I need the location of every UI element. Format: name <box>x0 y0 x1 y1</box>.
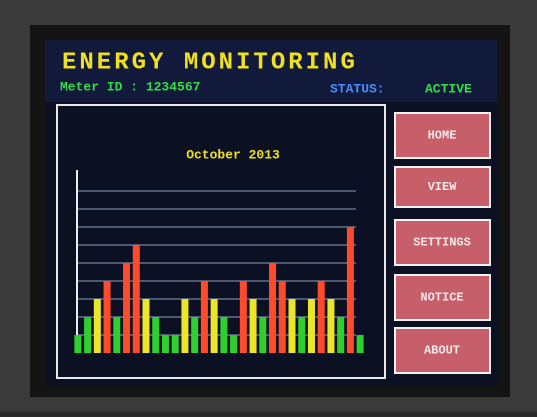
app-title: ENERGY MONITORING <box>62 49 358 76</box>
bar <box>84 317 91 353</box>
nav-button-label[interactable]: HOME <box>428 129 457 143</box>
bar <box>279 281 286 353</box>
bar <box>250 299 257 353</box>
bar <box>298 317 305 353</box>
bar <box>269 263 276 353</box>
bar <box>211 299 218 353</box>
nav-button-label[interactable]: NOTICE <box>420 291 463 305</box>
bar <box>220 317 227 353</box>
bar <box>143 299 150 353</box>
chart-title: October 2013 <box>186 147 280 162</box>
bar <box>318 281 325 353</box>
nav-button-label[interactable]: ABOUT <box>424 344 460 358</box>
bar <box>337 317 344 353</box>
status-value: ACTIVE <box>425 81 472 96</box>
bar <box>327 299 334 353</box>
bar <box>74 335 81 353</box>
bar <box>172 335 179 353</box>
bar <box>104 281 111 353</box>
bar <box>191 317 198 353</box>
bar <box>162 335 169 353</box>
bar <box>123 263 130 353</box>
bar <box>357 335 364 353</box>
page: {"header": {"title": "ENERGY MONITORING"… <box>0 0 537 412</box>
bar <box>230 335 237 353</box>
bar <box>308 299 315 353</box>
bar <box>152 317 159 353</box>
bar <box>347 227 354 353</box>
bar <box>259 317 266 353</box>
bar <box>181 299 188 353</box>
bar <box>113 317 120 353</box>
meter-id: Meter ID : 1234567 <box>60 79 200 94</box>
bar <box>94 299 101 353</box>
bar <box>133 245 140 353</box>
bar <box>201 281 208 353</box>
nav-button-label[interactable]: VIEW <box>428 180 458 194</box>
screen-photo: ENERGY MONITORING Meter ID : 1234567 STA… <box>0 0 537 412</box>
bar <box>289 299 296 353</box>
bar <box>240 281 247 353</box>
nav-button-label[interactable]: SETTINGS <box>413 236 471 250</box>
status-label: STATUS: <box>330 81 385 96</box>
